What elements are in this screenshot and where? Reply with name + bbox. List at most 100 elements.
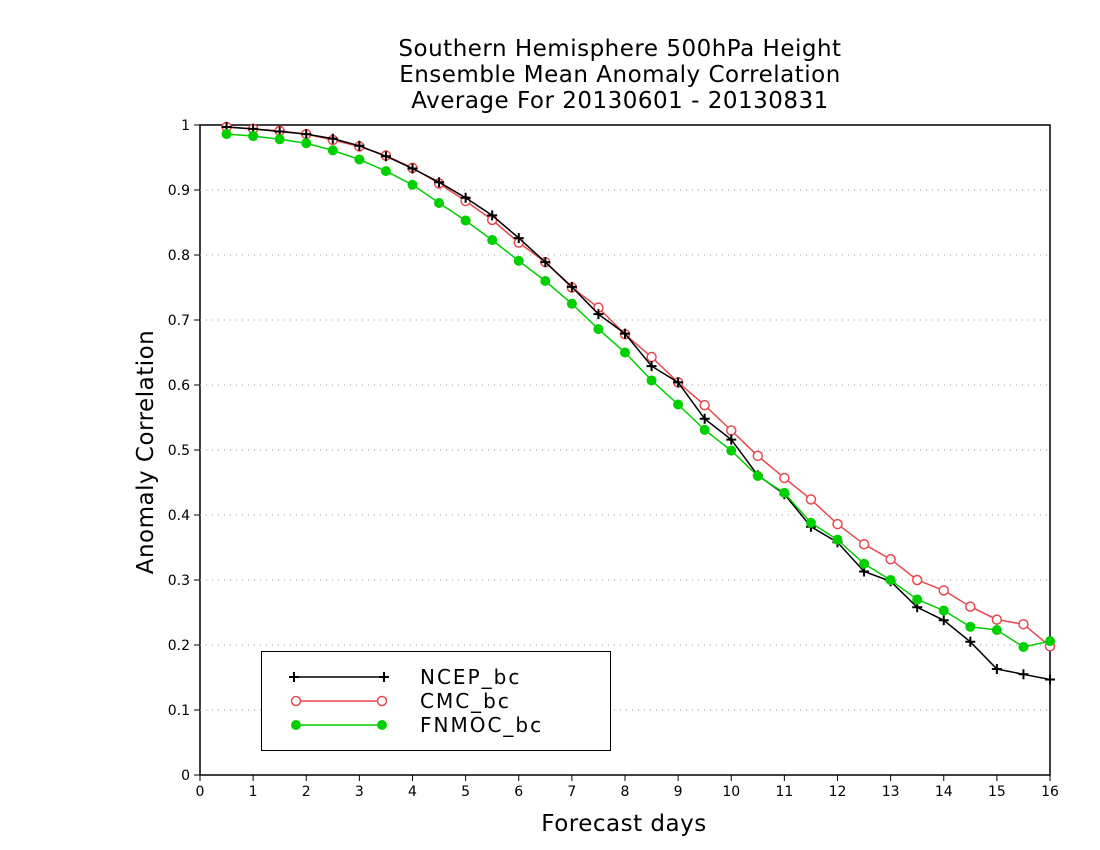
data-point-ncep-bc xyxy=(460,192,471,203)
data-point-cmc-bc xyxy=(965,601,976,612)
data-point-cmc-bc xyxy=(991,614,1003,625)
y-tick-label: 0 xyxy=(181,768,190,784)
data-point-fnmoc-bc xyxy=(1018,641,1029,652)
data-point-fnmoc-bc xyxy=(301,138,312,149)
legend-entry-fnmoc: FNMOC_bc xyxy=(262,713,610,737)
data-point-fnmoc-bc xyxy=(752,471,763,481)
data-point-ncep-bc xyxy=(673,377,684,388)
data-point-fnmoc-bc xyxy=(938,605,949,616)
data-point-ncep-bc xyxy=(991,664,1002,675)
y-tick-label: 0.7 xyxy=(168,313,190,329)
data-point-fnmoc-bc xyxy=(460,215,471,226)
x-tick-label: 0 xyxy=(196,784,205,800)
x-tick-label: 10 xyxy=(722,784,740,800)
x-tick-label: 4 xyxy=(408,784,417,800)
x-tick-label: 11 xyxy=(775,784,793,800)
data-point-cmc-bc xyxy=(646,351,657,363)
data-point-cmc-bc xyxy=(938,585,949,596)
data-point-fnmoc-bc xyxy=(779,487,790,498)
series-fnmoc-bc xyxy=(221,129,1055,652)
x-tick-label: 16 xyxy=(1041,784,1059,800)
chart-title-line-1: Southern Hemisphere 500hPa Height xyxy=(398,36,842,62)
data-point-cmc-bc xyxy=(805,494,817,505)
data-point-fnmoc-bc xyxy=(407,179,418,190)
x-tick-label: 2 xyxy=(302,784,311,800)
data-point-cmc-bc xyxy=(858,539,870,550)
x-tick-label: 3 xyxy=(355,784,364,800)
y-tick-label: 0.5 xyxy=(168,443,190,459)
data-point-fnmoc-bc xyxy=(859,558,870,569)
x-tick-label: 9 xyxy=(674,784,683,800)
axis-ticks: 00.10.20.30.40.50.60.70.80.910 1 2 3 4 5 6 7 8 9 1… xyxy=(168,118,1059,800)
data-point-fnmoc-bc xyxy=(487,235,498,246)
data-point-ncep-bc xyxy=(938,615,949,626)
legend: NCEP_bc CMC_bc FNMOC_bc xyxy=(261,651,611,751)
data-point-fnmoc-bc xyxy=(912,594,923,605)
data-point-cmc-bc xyxy=(911,574,923,586)
data-point-cmc-bc xyxy=(779,472,790,484)
y-axis-label: Anomaly Correlation xyxy=(133,329,159,575)
data-point-fnmoc-bc xyxy=(327,145,338,156)
chart-title-line-2: Ensemble Mean Anomaly Correlation xyxy=(399,62,841,88)
data-point-fnmoc-bc xyxy=(646,375,657,386)
data-point-fnmoc-bc xyxy=(805,517,816,528)
legend-swatch-cmc xyxy=(290,695,388,707)
data-point-ncep-bc xyxy=(434,177,445,188)
data-point-ncep-bc xyxy=(1045,674,1055,685)
series-line-cmc-bc xyxy=(226,126,1051,647)
data-point-ncep-bc xyxy=(540,257,551,268)
data-point-fnmoc-bc xyxy=(673,399,684,410)
data-point-fnmoc-bc xyxy=(221,129,232,140)
x-axis-label: Forecast days xyxy=(541,811,707,837)
data-point-fnmoc-bc xyxy=(593,324,604,335)
data-point-fnmoc-bc xyxy=(620,347,630,358)
x-tick-label: 15 xyxy=(988,784,1006,800)
data-point-fnmoc-bc xyxy=(566,298,577,309)
y-tick-label: 0.8 xyxy=(168,248,190,264)
legend-label-fnmoc: FNMOC_bc xyxy=(420,713,544,737)
x-tick-label: 13 xyxy=(882,784,900,800)
data-point-fnmoc-bc xyxy=(885,575,896,585)
y-tick-label: 0.3 xyxy=(168,573,190,589)
y-tick-label: 1 xyxy=(181,118,190,134)
series-layer xyxy=(221,121,1056,685)
series-ncep-bc xyxy=(221,121,1055,685)
x-tick-label: 8 xyxy=(621,784,630,800)
data-point-fnmoc-bc xyxy=(726,445,737,456)
x-tick-label: 12 xyxy=(829,784,847,800)
legend-swatch-ncep xyxy=(289,672,389,682)
data-point-fnmoc-bc xyxy=(434,198,445,208)
data-point-cmc-bc xyxy=(832,518,843,530)
data-point-fnmoc-bc xyxy=(540,276,551,286)
data-point-ncep-bc xyxy=(726,434,737,445)
data-point-fnmoc-bc xyxy=(991,625,1002,636)
data-point-ncep-bc xyxy=(327,133,338,144)
x-tick-label: 7 xyxy=(567,784,576,800)
data-point-ncep-bc xyxy=(487,210,498,221)
series-cmc-bc xyxy=(221,121,1056,652)
data-point-ncep-bc xyxy=(301,129,312,140)
data-point-cmc-bc xyxy=(699,399,710,411)
series-line-ncep-bc xyxy=(226,126,1051,681)
data-point-ncep-bc xyxy=(566,281,577,292)
data-point-ncep-bc xyxy=(380,151,391,162)
data-point-cmc-bc xyxy=(726,425,737,436)
data-point-fnmoc-bc xyxy=(354,154,365,165)
y-tick-label: 0.1 xyxy=(168,703,190,719)
grid-lines xyxy=(200,189,1050,711)
data-point-ncep-bc xyxy=(354,140,365,151)
legend-entry-cmc: CMC_bc xyxy=(262,689,610,713)
y-tick-label: 0.9 xyxy=(168,183,190,199)
x-tick-label: 14 xyxy=(935,784,953,800)
x-tick-label: 6 xyxy=(514,784,523,800)
x-tick-label: 1 xyxy=(249,784,258,800)
legend-label-ncep: NCEP_bc xyxy=(420,665,522,689)
data-point-ncep-bc xyxy=(513,233,524,244)
data-point-ncep-bc xyxy=(620,328,630,339)
data-point-fnmoc-bc xyxy=(832,534,843,545)
data-point-ncep-bc xyxy=(965,636,976,647)
data-point-fnmoc-bc xyxy=(513,255,524,266)
data-point-ncep-bc xyxy=(699,413,710,424)
data-point-cmc-bc xyxy=(1018,618,1029,630)
